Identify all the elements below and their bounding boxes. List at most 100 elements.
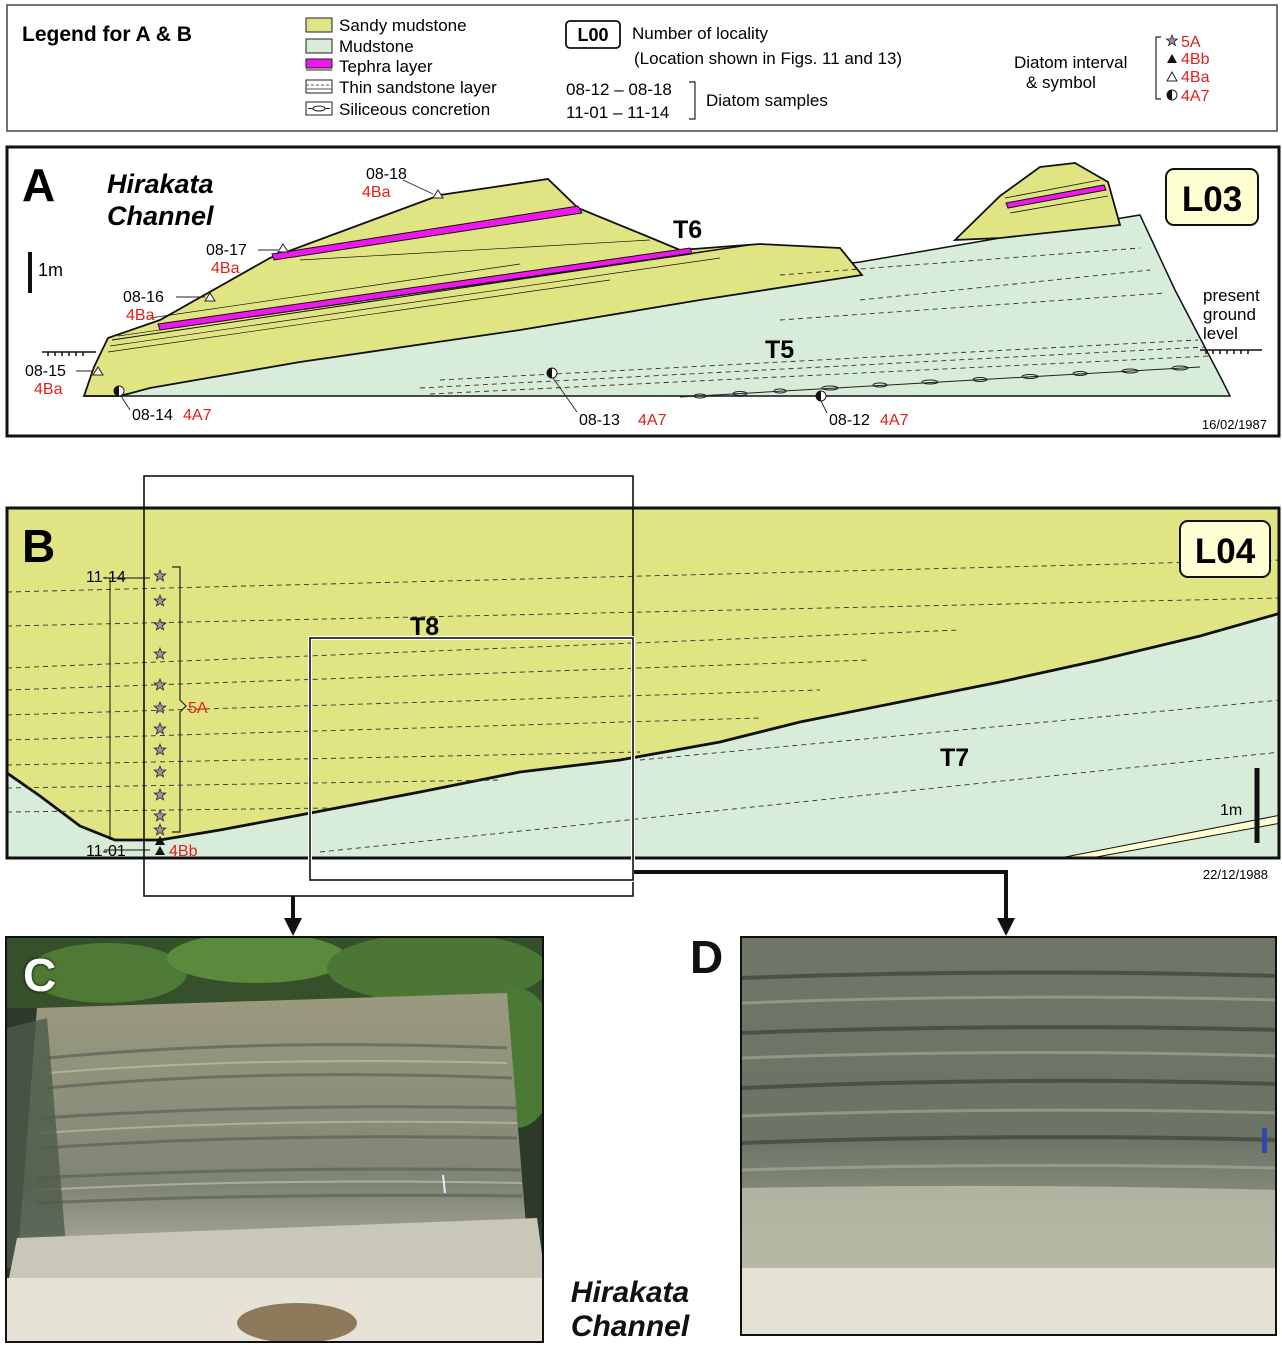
sample-id: 08-14 [132, 407, 173, 424]
sandy-mudstone-swatch [305, 17, 333, 33]
panel-d-letter-outside: D [690, 931, 724, 983]
panel-b-scale: 1m [1220, 802, 1242, 819]
panel-a-letter: A [22, 159, 55, 211]
arrowhead-c [284, 918, 302, 936]
half-circle-icon [1166, 89, 1178, 101]
sample-zone: 4A7 [880, 412, 909, 429]
sample-zone: 4A7 [183, 407, 212, 424]
star-icon [153, 808, 167, 822]
star-icon [1165, 33, 1179, 47]
arrowheads [284, 918, 1015, 936]
legend-locality-note: (Location shown in Figs. 11 and 13) [634, 49, 902, 68]
panel-a: A Hirakata Channel L03 1m T6 T5 present … [5, 145, 1281, 438]
legend-diatom-5a: 5A [1181, 34, 1201, 51]
tephra-swatch [305, 58, 333, 71]
sample-zone: 4Ba [211, 260, 240, 277]
caption-line2: Channel [570, 1310, 690, 1343]
panel-a-date: 16/02/1987 [1202, 417, 1267, 432]
mudstone-swatch [305, 38, 333, 54]
star-icon [153, 764, 167, 778]
legend-title: Legend for A & B [22, 23, 192, 46]
panel-a-scale: 1m [38, 260, 63, 280]
panel-a-channel-line2: Channel [107, 201, 214, 231]
legend-sandy-mudstone: Sandy mudstone [339, 16, 467, 35]
sample-zone: 4Ba [34, 381, 63, 398]
photo-d-rock-face [742, 938, 1275, 1334]
star-icon [153, 646, 167, 660]
panel-c-letter: C [23, 949, 57, 1001]
zone-5a-bracket [172, 566, 187, 833]
sample-zone: 4Ba [362, 184, 391, 201]
star-icon [153, 822, 167, 836]
samples-bracket [689, 81, 696, 120]
legend-thin-sandstone: Thin sandstone layer [339, 78, 497, 97]
legend-box: Legend for A & B Sandy mudstone Mudstone… [6, 4, 1278, 132]
diatom-bracket [1155, 36, 1161, 100]
sample-zone: 4Ba [126, 307, 155, 324]
panel-b-zone-upper: 5A [188, 700, 208, 717]
sample-id: 08-12 [829, 412, 870, 429]
t8-bedding [7, 559, 1279, 813]
arrowhead-d [997, 918, 1015, 936]
panel-b-date: 22/12/1988 [1203, 867, 1268, 882]
caption-line1: Hirakata [570, 1276, 690, 1309]
star-icon [153, 677, 167, 691]
thin-sandstone-layer [1059, 814, 1279, 858]
sample-id: 08-13 [579, 412, 620, 429]
diatom-star-column [153, 568, 167, 836]
sample-id: 08-18 [366, 166, 407, 183]
star-icon [153, 593, 167, 607]
filled-triangle-icon [155, 846, 165, 855]
photo-c-rock-face [7, 938, 542, 1341]
legend-mudstone: Mudstone [339, 37, 414, 56]
half-circle-icon [546, 367, 558, 379]
legend-diatom-4bb: 4Bb [1181, 51, 1210, 68]
thin-sandstone-swatch [305, 79, 333, 94]
legend-locality-text: Number of locality [632, 24, 769, 43]
photo-d-extent [309, 637, 634, 881]
star-icon [153, 568, 167, 582]
star-icon [153, 742, 167, 756]
panel-a-unit-t5: T5 [765, 336, 794, 364]
panel-a-channel-line1: Hirakata [107, 169, 214, 199]
half-circle-icon [113, 385, 125, 397]
filled-triangle-icon [155, 836, 165, 845]
locality-badge-l03 [1165, 168, 1259, 226]
panel-b-letter: B [22, 520, 55, 572]
panel-a-locality: L03 [1182, 180, 1242, 219]
legend-samples-text: Diatom samples [706, 91, 828, 110]
figure-canvas: Legend for A & B Sandy mudstone Mudstone… [5, 4, 1281, 918]
star-icon [153, 700, 167, 714]
legend-concretion: Siliceous concretion [339, 100, 490, 119]
panel-b-unit-t7: T7 [940, 744, 969, 772]
star-icon [153, 787, 167, 801]
ground-level-right [1200, 349, 1262, 354]
sample-id: 08-15 [25, 363, 66, 380]
star-icon [153, 721, 167, 735]
legend-diatom-4ba: 4Ba [1181, 69, 1210, 86]
panel-b-zone-lower: 4Bb [169, 843, 198, 860]
legend-tephra: Tephra layer [339, 57, 433, 76]
panel-b-sample-top: 11-14 [86, 569, 126, 586]
bottom-caption: Hirakata Channel [555, 1276, 705, 1344]
arrow-to-d [634, 870, 1008, 918]
panel-a-ground-line2: ground [1203, 305, 1256, 324]
photo-d: D [740, 936, 1277, 1336]
panel-b-locality: L04 [1195, 532, 1256, 571]
panel-a-ground-line3: level [1203, 324, 1238, 343]
panel-b: 5A 4Bb 11-14 11-01 B L04 T8 T7 1m 22/12/… [5, 475, 1281, 918]
filled-triangle-icon [1167, 54, 1177, 63]
star-icon [153, 617, 167, 631]
legend-samples-range-2: 11-01 – 11-14 [566, 103, 669, 122]
open-triangle-icon [204, 292, 216, 302]
locality-box-sample [565, 20, 621, 49]
t7-mudstone [7, 612, 1279, 858]
half-circle-icon [815, 390, 827, 402]
sample-zone: 4A7 [638, 412, 667, 429]
panel-a-unit-t6: T6 [673, 216, 702, 244]
open-triangle-icon [1166, 70, 1178, 82]
legend-diatom-line2: & symbol [1026, 73, 1096, 92]
open-triangle-icon [277, 243, 289, 253]
open-triangle-icon [92, 366, 104, 376]
legend-diatom-line1: Diatom interval [1014, 53, 1127, 72]
